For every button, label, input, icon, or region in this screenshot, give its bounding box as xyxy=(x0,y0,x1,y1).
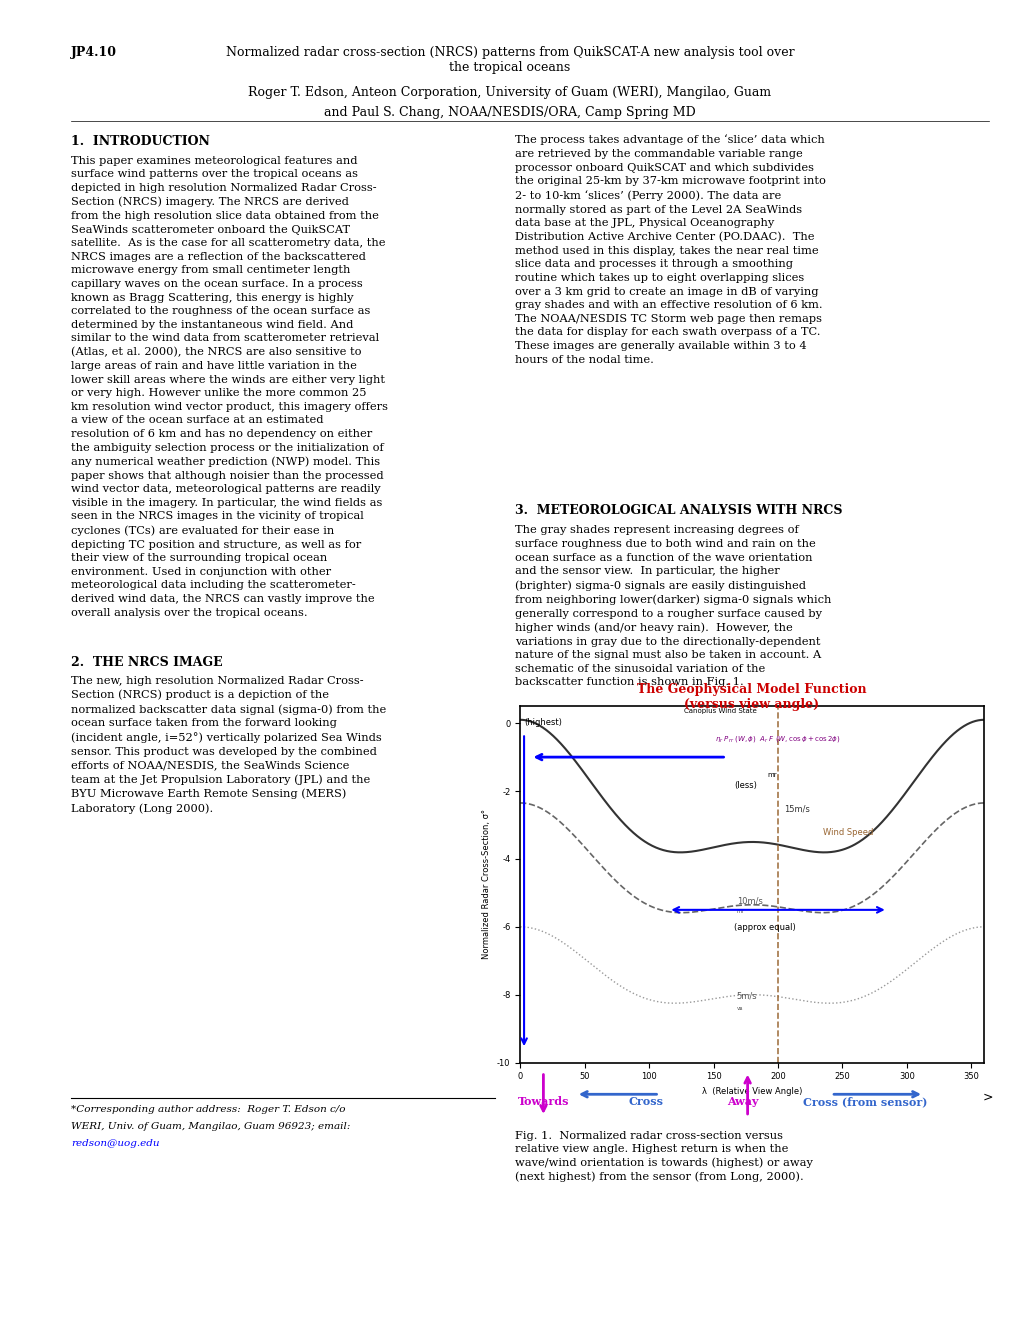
Text: 2.  THE NRCS IMAGE: 2. THE NRCS IMAGE xyxy=(71,656,223,669)
Text: (versus view angle): (versus view angle) xyxy=(684,698,818,711)
Text: (approx equal): (approx equal) xyxy=(734,923,795,932)
Text: (highest): (highest) xyxy=(524,718,561,727)
Text: JP4.10: JP4.10 xyxy=(71,46,117,59)
Text: WERI, Univ. of Guam, Mangilao, Guam 96923; email:: WERI, Univ. of Guam, Mangilao, Guam 9692… xyxy=(71,1122,351,1131)
Text: >: > xyxy=(981,1090,991,1104)
Text: Cross (from sensor): Cross (from sensor) xyxy=(802,1096,926,1107)
Text: mr: mr xyxy=(736,909,744,915)
Text: The gray shades represent increasing degrees of
surface roughness due to both wi: The gray shades represent increasing deg… xyxy=(515,525,830,688)
Text: Fig. 1.  Normalized radar cross-section versus
relative view angle. Highest retu: Fig. 1. Normalized radar cross-section v… xyxy=(515,1131,812,1183)
Text: The new, high resolution Normalized Radar Cross-
Section (NRCS) product is a dep: The new, high resolution Normalized Rada… xyxy=(71,676,386,813)
Text: The Geophysical Model Function: The Geophysical Model Function xyxy=(636,682,866,696)
Text: *Corresponding author address:  Roger T. Edson c/o: *Corresponding author address: Roger T. … xyxy=(71,1105,345,1114)
Text: Cross: Cross xyxy=(628,1096,662,1107)
Text: $\eta_r$ $P_{rr}$ $(W,\phi)$  $A_r$ $F$ $(W, \cos\phi + \cos 2\phi)$: $\eta_r$ $P_{rr}$ $(W,\phi)$ $A_r$ $F$ $… xyxy=(714,734,840,743)
Text: redson@uog.edu: redson@uog.edu xyxy=(71,1139,160,1148)
Text: and Paul S. Chang, NOAA/NESDIS/ORA, Camp Spring MD: and Paul S. Chang, NOAA/NESDIS/ORA, Camp… xyxy=(324,106,695,119)
Text: 1.  INTRODUCTION: 1. INTRODUCTION xyxy=(71,135,210,148)
Text: The process takes advantage of the ‘slice’ data which
are retrieved by the comma: The process takes advantage of the ‘slic… xyxy=(515,135,825,364)
Y-axis label: Normalized Radar Cross-Section, σ°: Normalized Radar Cross-Section, σ° xyxy=(482,809,491,960)
Text: 10m/s: 10m/s xyxy=(736,896,762,906)
Text: Away: Away xyxy=(727,1096,757,1107)
Text: mr: mr xyxy=(767,772,776,779)
Text: Canopius Wind State: Canopius Wind State xyxy=(683,708,756,714)
Text: 5m/s: 5m/s xyxy=(736,991,757,1001)
Text: Roger T. Edson, Anteon Corporation, University of Guam (WERI), Mangilao, Guam: Roger T. Edson, Anteon Corporation, Univ… xyxy=(249,86,770,99)
X-axis label: λ  (Relative View Angle): λ (Relative View Angle) xyxy=(701,1086,802,1096)
Text: 15m/s: 15m/s xyxy=(784,804,809,813)
Text: This paper examines meteorological features and
surface wind patterns over the t: This paper examines meteorological featu… xyxy=(71,156,388,618)
Text: Towards: Towards xyxy=(518,1096,569,1107)
Text: 3.  METEOROLOGICAL ANALYSIS WITH NRCS: 3. METEOROLOGICAL ANALYSIS WITH NRCS xyxy=(515,504,842,517)
Text: (less): (less) xyxy=(734,780,756,789)
Text: vᴃ: vᴃ xyxy=(736,1006,743,1011)
Text: Normalized radar cross-section (NRCS) patterns from QuikSCAT-A new analysis tool: Normalized radar cross-section (NRCS) pa… xyxy=(225,46,794,74)
Text: Wind Speed: Wind Speed xyxy=(822,828,872,837)
